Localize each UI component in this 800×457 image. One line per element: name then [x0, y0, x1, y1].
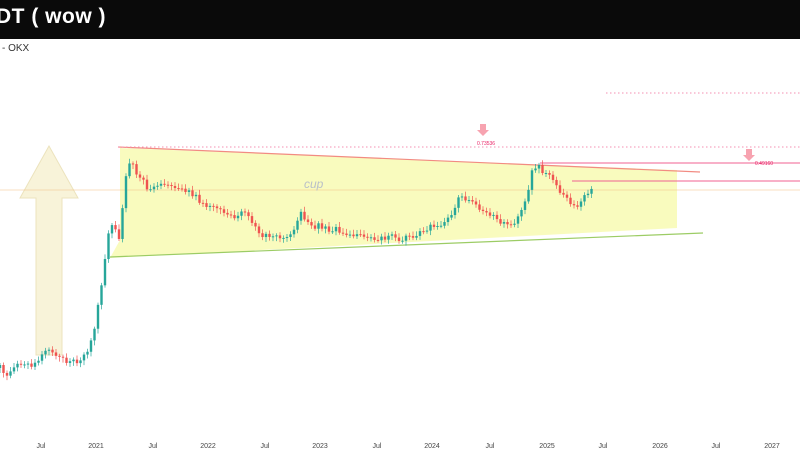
- time-axis-tick-label: 2024: [424, 443, 440, 450]
- upward-arrow: [19, 144, 79, 356]
- down-arrow-icon: [477, 124, 489, 136]
- time-axis-tick-label: 2026: [652, 443, 668, 450]
- title-bar: DT ( wow ): [0, 0, 800, 39]
- time-axis: Jul 2021 Jul 2022 Jul 2023 Jul 2024 Jul 2025 Jul 20…: [0, 437, 800, 452]
- time-axis-tick-label: 2021: [88, 443, 104, 450]
- time-axis-tick-label: 2023: [312, 443, 328, 450]
- time-axis-tick-label: 2027: [764, 443, 780, 450]
- pattern-label: cup: [304, 177, 324, 191]
- chart-title: DT ( wow ): [0, 5, 106, 28]
- support-trendline: [109, 232, 704, 258]
- time-axis-tick-label: Jul: [486, 443, 495, 450]
- time-axis-tick-label: Jul: [261, 443, 270, 450]
- cup-pattern-area: [110, 148, 677, 258]
- time-axis-tick-label: Jul: [712, 443, 721, 450]
- time-axis-tick-label: 2025: [539, 443, 555, 450]
- time-axis-tick-label: Jul: [149, 443, 158, 450]
- candlestick-series: [0, 158, 593, 381]
- price-chart[interactable]: 0.73536 0.49160 cup: [0, 39, 800, 437]
- time-axis-tick-label: Jul: [373, 443, 382, 450]
- time-axis-tick-label: Jul: [37, 443, 46, 450]
- down-arrow-icon: [743, 149, 755, 161]
- source-label: - OKX: [2, 43, 30, 54]
- price-label-0-73536: 0.73536: [477, 141, 495, 147]
- resistance-trendline: [117, 146, 701, 173]
- time-axis-tick-label: 2022: [200, 443, 216, 450]
- time-axis-tick-label: Jul: [599, 443, 608, 450]
- price-label-0-49160: 0.49160: [755, 161, 773, 167]
